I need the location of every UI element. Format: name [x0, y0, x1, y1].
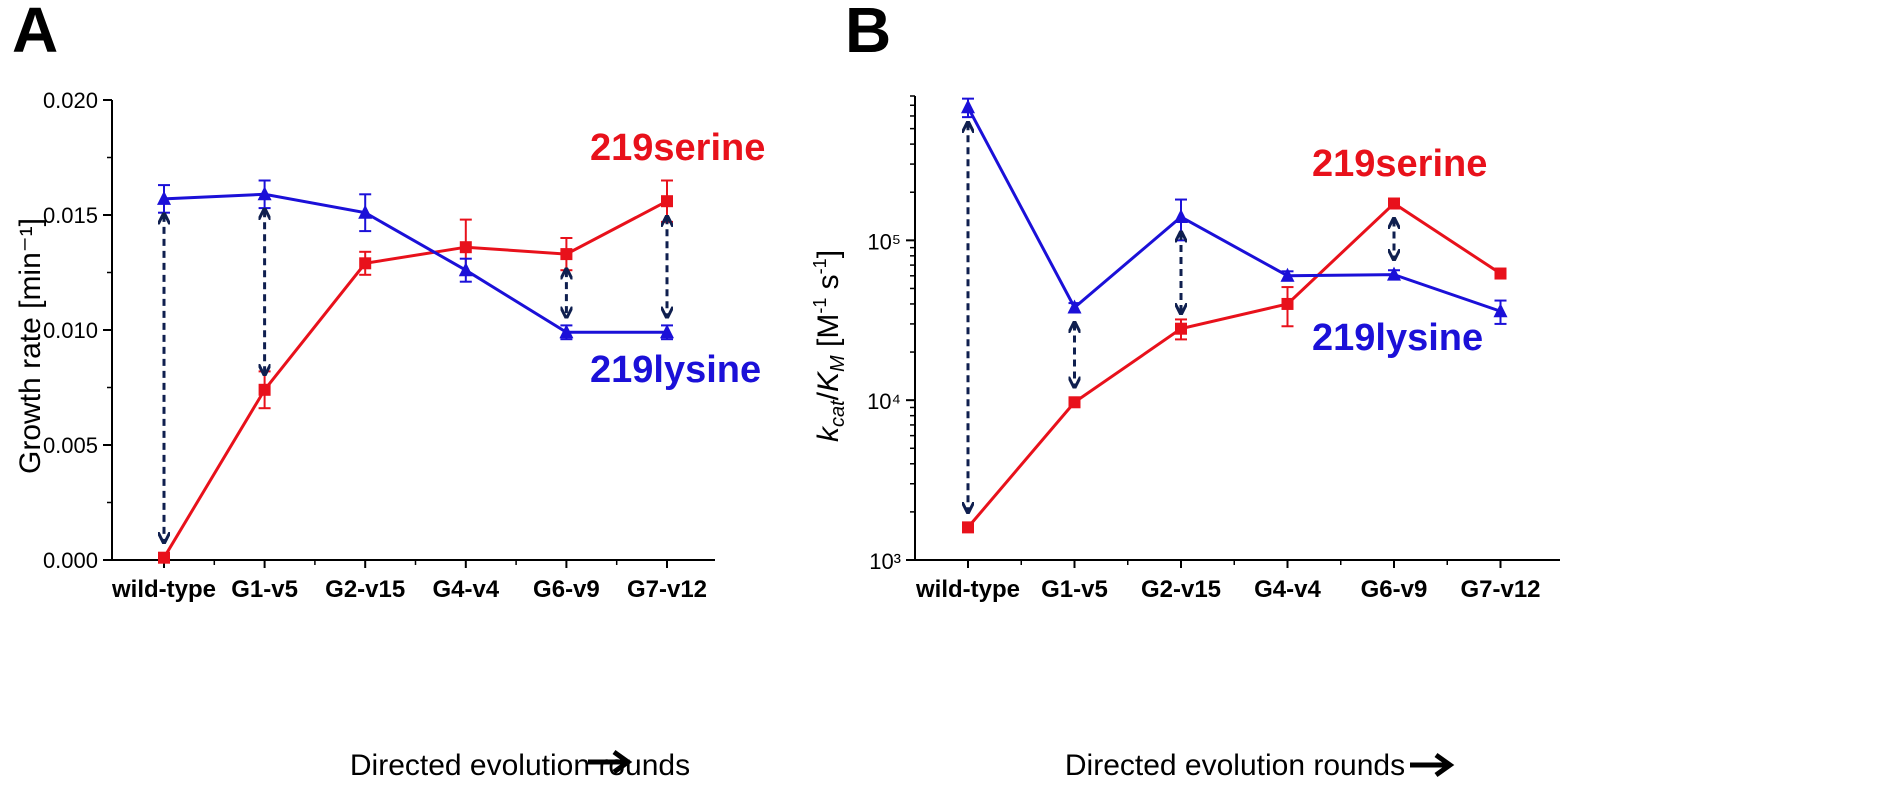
x-tick-label: wild-type [915, 576, 1020, 603]
y-tick-label: 0.000 [43, 548, 98, 573]
panel-letter-b: B [845, 0, 891, 66]
data-point-square [158, 551, 170, 564]
x-tick-label: G1-v5 [1041, 576, 1108, 603]
x-tick-label: G6-v9 [1361, 576, 1428, 603]
data-point-square [258, 383, 271, 396]
plot-area-a: 0.000 0.005 0.010 0.015 0.020 wild-type G1-v5 G… [43, 88, 715, 603]
data-point-square [962, 521, 974, 534]
panel-a: A 0.000 0.005 0.010 0.015 0.020 wild-type G1-v… [12, 0, 765, 782]
series-label-lysine-b: 219lysine [1312, 317, 1483, 359]
x-tick-label: G4-v4 [1254, 576, 1321, 603]
data-point-triangle [1493, 303, 1508, 318]
data-point-triangle [1174, 208, 1188, 223]
right-arrow-icon [1410, 752, 1455, 778]
x-tick-label: wild-type [111, 576, 216, 603]
data-point-square [1281, 297, 1294, 310]
data-point-square [560, 248, 573, 261]
series-line-1 [163, 192, 667, 334]
series-label-serine-b: 219serine [1312, 143, 1487, 185]
x-tick-label: G2-v15 [325, 576, 405, 603]
data-point-square [459, 241, 472, 254]
data-point-triangle [257, 186, 272, 201]
x-tick-label: G6-v9 [533, 576, 600, 603]
x-tick-label: G1-v5 [231, 576, 298, 603]
y-tick-label: 10³ [869, 549, 901, 574]
series-label-lysine-a: 219lysine [590, 349, 761, 391]
data-point-triangle [559, 324, 574, 339]
series-line-0 [966, 201, 1502, 529]
x-axis-title-b: Directed evolution rounds [1065, 749, 1405, 782]
data-point-triangle [1067, 299, 1082, 314]
data-point-square [1388, 197, 1400, 210]
data-point-triangle [358, 204, 373, 219]
y-axis-title-a: Growth rate [min⁻¹] [14, 218, 47, 474]
data-point-square [1068, 396, 1081, 409]
y-tick-label: 0.010 [43, 318, 98, 343]
x-tick-label: G2-v15 [1141, 576, 1221, 603]
x-tick-label: G4-v4 [432, 576, 499, 603]
panel-b: B 10³ 10⁴ 10⁵ wild-type G1-v5 G2-v15 G4-v4 G6-v… [810, 0, 1560, 782]
series-line-0 [162, 199, 668, 559]
y-tick-label: 10⁴ [867, 389, 901, 414]
data-point-triangle [660, 324, 674, 339]
series-line-1 [966, 106, 1501, 313]
data-point-triangle [1280, 267, 1295, 282]
y-tick-label: 0.015 [43, 203, 98, 228]
data-point-triangle [458, 262, 473, 277]
y-axis-title-b: kcat/KM [M-1 s-1] [810, 250, 849, 442]
data-point-triangle [1387, 266, 1401, 281]
y-tick-label: 0.005 [43, 433, 98, 458]
right-arrow-icon [588, 749, 633, 775]
y-tick-label: 0.020 [43, 88, 98, 113]
x-tick-label: G7-v12 [627, 576, 707, 603]
data-point-square [661, 195, 673, 208]
y-tick-label: 10⁵ [867, 229, 901, 254]
data-point-square [359, 257, 372, 270]
data-point-square [1494, 267, 1507, 280]
panel-letter-a: A [12, 0, 58, 66]
x-tick-label: G7-v12 [1460, 576, 1540, 603]
plot-area-b: 10³ 10⁴ 10⁵ wild-type G1-v5 G2-v15 G4-v4 G6-v9 G… [867, 95, 1560, 603]
data-point-square [1175, 322, 1187, 335]
series-label-serine-a: 219serine [590, 127, 765, 169]
data-point-triangle [157, 190, 171, 205]
data-point-triangle [961, 99, 975, 114]
x-axis-title-a: Directed evolution rounds [350, 749, 690, 782]
